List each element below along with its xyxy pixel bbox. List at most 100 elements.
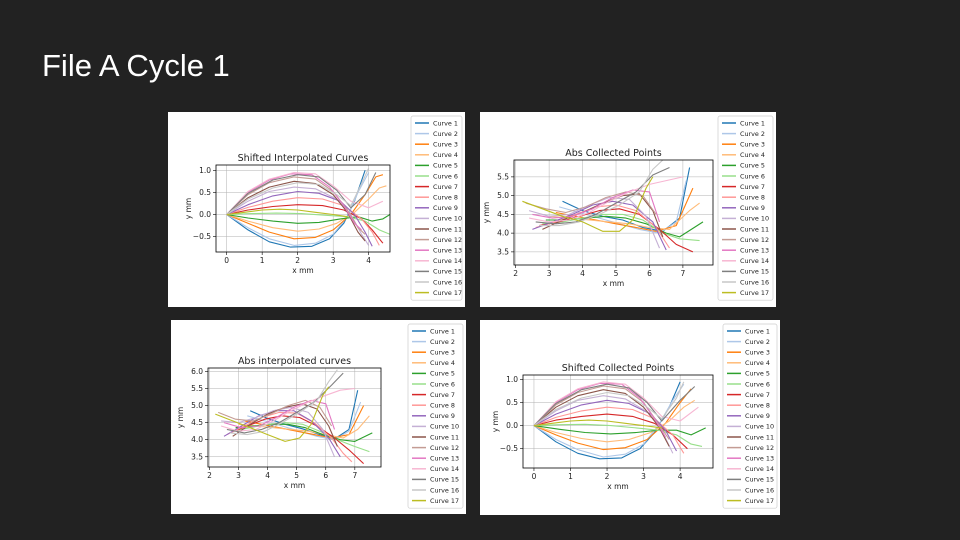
series-line-curve-7: [229, 415, 364, 465]
legend-label: Curve 16: [740, 278, 769, 286]
x-tick-label: 1: [568, 472, 573, 481]
legend-label: Curve 5: [430, 370, 455, 378]
legend-label: Curve 7: [433, 183, 458, 191]
legend-label: Curve 3: [433, 141, 458, 149]
legend-label: Curve 6: [433, 172, 458, 180]
series-line-curve-8: [533, 406, 685, 454]
x-axis-label: x mm: [607, 482, 628, 491]
legend-box: [717, 115, 774, 301]
legend-label: Curve 16: [430, 486, 459, 494]
legend-label: Curve 2: [433, 130, 458, 138]
legend-label: Curve 1: [740, 119, 765, 127]
series-line-curve-9: [533, 399, 677, 452]
x-tick-label: 1: [260, 256, 265, 265]
chart-panel-shifted-collected: 0 1 2 3 4 −0.5 0.0 0.5 1.0 Shifted Collected Poin…: [480, 320, 780, 515]
y-tick-label: 0.0: [199, 210, 211, 219]
series-line-curve-11: [232, 403, 338, 447]
legend-label: Curve 7: [740, 183, 765, 191]
series-line-curve-12: [226, 176, 366, 235]
x-tick-label: 0: [224, 256, 229, 265]
legend-box: [722, 323, 778, 509]
legend-label: Curve 9: [740, 204, 765, 212]
chart-title: Abs interpolated curves: [238, 356, 351, 367]
y-tick-label: 4.5: [497, 210, 509, 219]
y-tick-label: 0.0: [506, 421, 518, 430]
series-line-curve-15: [226, 372, 344, 434]
axes-frame: [215, 164, 391, 253]
legend-label: Curve 2: [430, 338, 455, 346]
series-line-curve-12: [217, 399, 333, 427]
legend-label: Curve 11: [745, 433, 774, 441]
series-line-curve-8: [226, 411, 353, 463]
legend-label: Curve 13: [740, 247, 769, 255]
series-line-curve-2: [533, 383, 685, 458]
series-line-curve-3: [533, 388, 692, 451]
y-tick-label: 1.0: [199, 166, 211, 175]
legend-label: Curve 14: [745, 465, 774, 473]
series-line-curve-16: [539, 160, 664, 227]
y-tick-label: 3.5: [191, 452, 203, 461]
legend-label: Curve 17: [430, 497, 459, 505]
legend-label: Curve 17: [433, 289, 462, 297]
legend-label: Curve 14: [433, 257, 462, 265]
chart-title: Shifted Collected Points: [562, 363, 674, 374]
legend-label: Curve 1: [430, 327, 455, 335]
legend-label: Curve 3: [745, 349, 770, 357]
legend-label: Curve 9: [430, 412, 455, 420]
chart-panel-abs-collected: 2 3 4 5 6 7 3.5 4.0 4.5 5.0 5.5 Abs Collected Point…: [480, 112, 776, 307]
x-tick-label: 2: [605, 472, 610, 481]
legend-label: Curve 10: [740, 215, 769, 223]
legend-label: Curve 14: [740, 257, 769, 265]
series-line-curve-6: [226, 212, 390, 235]
series-line-curve-14: [220, 387, 355, 432]
legend-label: Curve 15: [430, 476, 459, 484]
y-tick-label: 5.0: [191, 401, 203, 410]
x-tick-label: 7: [352, 471, 357, 480]
y-tick-label: 0.5: [506, 398, 518, 407]
legend-label: Curve 17: [740, 289, 769, 297]
x-tick-label: 4: [580, 269, 585, 278]
legend-label: Curve 10: [433, 215, 462, 223]
legend-label: Curve 13: [745, 455, 774, 463]
y-tick-label: 6.0: [191, 367, 203, 376]
legend-label: Curve 12: [745, 444, 774, 452]
slide-title: File A Cycle 1: [42, 48, 230, 83]
series-line-curve-2: [226, 172, 370, 246]
series-line-curve-7: [226, 204, 384, 244]
x-axis-label: x mm: [292, 266, 313, 275]
x-tick-label: 5: [294, 471, 299, 480]
series-line-curve-3: [226, 174, 384, 240]
series-line-curve-10: [528, 196, 661, 249]
series-line-curve-15: [226, 172, 377, 215]
x-tick-label: 4: [678, 472, 683, 481]
axes-frame: [207, 367, 382, 468]
x-tick-label: 6: [647, 269, 652, 278]
legend-box: [407, 323, 464, 509]
legend-label: Curve 6: [745, 380, 770, 388]
legend-label: Curve 9: [433, 204, 458, 212]
y-tick-label: 5.5: [191, 384, 203, 393]
series-line-curve-16: [226, 167, 370, 215]
legend-label: Curve 12: [740, 236, 769, 244]
legend-label: Curve 13: [433, 247, 462, 255]
legend-label: Curve 16: [745, 486, 774, 494]
legend-label: Curve 2: [745, 338, 770, 346]
series-line-curve-9: [226, 190, 373, 247]
series-line-curve-14: [528, 176, 684, 223]
series-line-curve-5: [226, 213, 390, 224]
legend-label: Curve 5: [740, 162, 765, 170]
legend-label: Curve 17: [745, 497, 774, 505]
legend-label: Curve 11: [433, 225, 462, 233]
series-line-curve-14: [226, 171, 384, 215]
series-line-curve-13: [223, 399, 336, 430]
legend-label: Curve 4: [745, 359, 770, 367]
legend-label: Curve 1: [433, 119, 458, 127]
legend-label: Curve 13: [430, 455, 459, 463]
legend-label: Curve 4: [430, 359, 455, 367]
legend-label: Curve 4: [433, 151, 458, 159]
x-tick-label: 4: [265, 471, 270, 480]
series-line-curve-17: [522, 176, 654, 232]
series-line-curve-17: [533, 419, 662, 429]
legend-label: Curve 8: [433, 194, 458, 202]
legend-label: Curve 16: [433, 278, 462, 286]
